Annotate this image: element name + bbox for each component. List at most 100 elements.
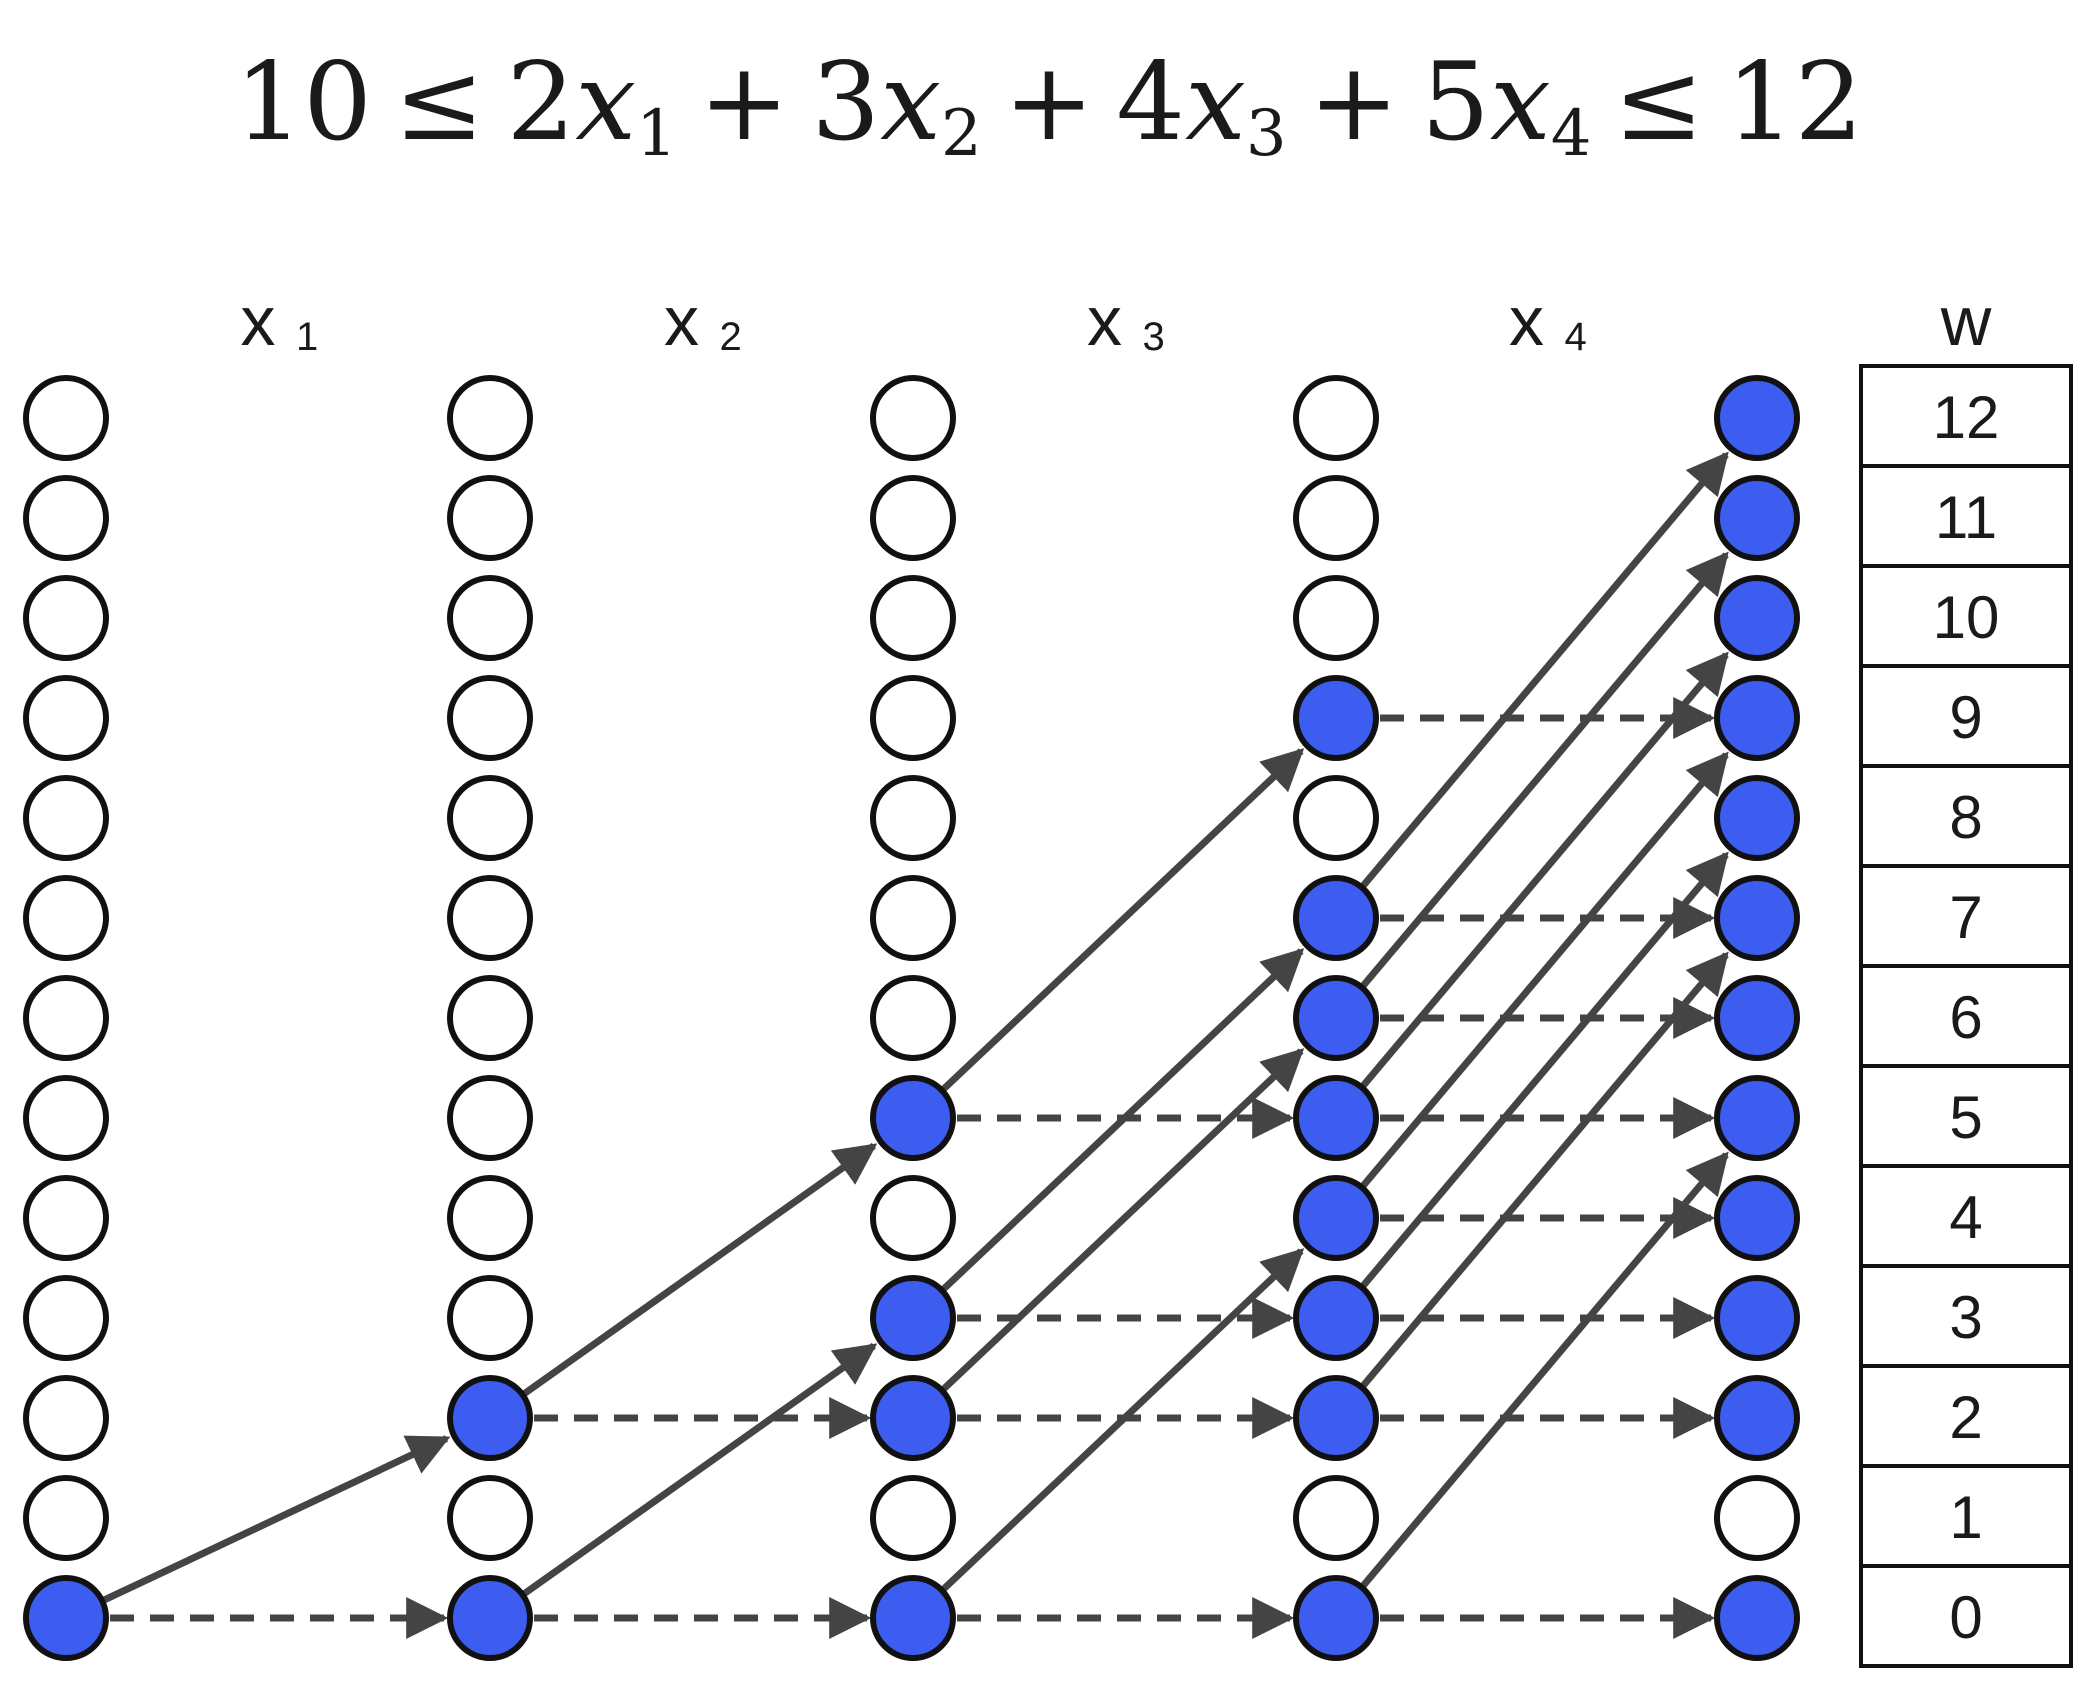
node-active: [1714, 775, 1800, 861]
node-active: [1293, 1175, 1379, 1261]
weight-table-cell: [1859, 364, 2073, 468]
node-inactive: [1293, 475, 1379, 561]
formula-plus-2: +: [1003, 40, 1095, 165]
node-active: [870, 1575, 956, 1661]
node-inactive: [23, 975, 109, 1061]
edge-take: [1360, 751, 1729, 1189]
edge-take: [1360, 951, 1729, 1389]
constraint-formula: 10 ≤2x1 +3x2 +4x3 +5x4 ≤12: [0, 28, 2098, 209]
node-active: [447, 1575, 533, 1661]
node-inactive: [1293, 575, 1379, 661]
node-active: [1714, 975, 1800, 1061]
node-inactive: [447, 675, 533, 761]
nodes-layer: [23, 375, 1800, 1661]
weight-table-value: 4: [1949, 1184, 1982, 1251]
weight-table-cell: [1859, 1164, 2073, 1268]
formula-term-2: 3x2: [811, 40, 982, 171]
edge-take: [941, 748, 1305, 1092]
node-inactive: [870, 775, 956, 861]
node-inactive: [447, 975, 533, 1061]
node-active: [1293, 975, 1379, 1061]
weight-table-value: 7: [1949, 884, 1982, 951]
formula-plus-3: +: [1308, 40, 1400, 165]
node-inactive: [447, 475, 533, 561]
weight-table-cell: [1859, 464, 2073, 568]
node-inactive: [23, 1175, 109, 1261]
node-inactive: [1293, 775, 1379, 861]
node-active: [1714, 575, 1800, 661]
node-active: [1293, 875, 1379, 961]
node-inactive: [23, 475, 109, 561]
column-label-x2: x: [664, 282, 699, 360]
weight-table-cell: [1859, 864, 2073, 968]
edge-take: [1360, 551, 1729, 989]
weight-table-value: 10: [1933, 584, 2000, 651]
weight-table-value: 2: [1949, 1384, 1982, 1451]
column-label-sub: 3: [1143, 315, 1165, 359]
edge-take: [522, 1142, 878, 1397]
node-inactive: [870, 875, 956, 961]
node-active: [1293, 1275, 1379, 1361]
weight-table-value: 0: [1949, 1584, 1982, 1651]
column-label-x1: x: [241, 282, 276, 360]
formula-term-1: 2x1: [506, 40, 677, 171]
node-active: [1714, 1575, 1800, 1661]
node-inactive: [23, 1475, 109, 1561]
edge-take: [1360, 651, 1729, 1089]
edge-take: [1360, 1151, 1729, 1589]
node-inactive: [870, 975, 956, 1061]
node-inactive: [447, 1075, 533, 1161]
weight-table-value: 1: [1949, 1484, 1982, 1551]
weight-table-value: 11: [1935, 484, 1997, 551]
column-label-sub: 2: [720, 315, 742, 359]
node-active: [447, 1375, 533, 1461]
node-inactive: [447, 775, 533, 861]
node-inactive: [870, 575, 956, 661]
node-active: [1714, 875, 1800, 961]
node-active: [23, 1575, 109, 1661]
node-inactive: [1293, 375, 1379, 461]
formula-plus-1: +: [698, 40, 790, 165]
node-active: [870, 1275, 956, 1361]
node-inactive: [870, 1175, 956, 1261]
weight-table-value: 8: [1949, 784, 1982, 851]
weight-table-value: 3: [1949, 1284, 1982, 1351]
node-inactive: [870, 1475, 956, 1561]
node-inactive: [23, 875, 109, 961]
column-label-x4: x: [1509, 282, 1544, 360]
formula-lower-bound: 10: [234, 40, 373, 165]
node-inactive: [23, 1275, 109, 1361]
node-inactive: [447, 575, 533, 661]
node-inactive: [870, 675, 956, 761]
weight-table-cell: [1859, 764, 2073, 868]
node-active: [870, 1075, 956, 1161]
edge-take: [1360, 451, 1729, 889]
node-active: [1293, 675, 1379, 761]
column-label-x3: x: [1087, 282, 1122, 360]
edges-layer: [102, 451, 1729, 1639]
column-label-sub: 1: [296, 315, 318, 359]
weight-table-cell: [1859, 1464, 2073, 1568]
edge-take: [1360, 851, 1729, 1289]
node-active: [1714, 475, 1800, 561]
node-inactive: [447, 1275, 533, 1361]
weight-table-value: 6: [1949, 984, 1982, 1051]
node-inactive: [23, 1375, 109, 1461]
node-inactive: [870, 375, 956, 461]
node-inactive: [1293, 1475, 1379, 1561]
formula-term-3: 4x3: [1116, 40, 1287, 171]
node-inactive: [23, 1075, 109, 1161]
node-active: [1293, 1075, 1379, 1161]
weight-table-value: 9: [1949, 684, 1982, 751]
weight-table-header: w: [1940, 282, 1992, 360]
weight-table-cell: [1859, 1064, 2073, 1168]
node-inactive: [447, 375, 533, 461]
node-inactive: [447, 1175, 533, 1261]
node-active: [870, 1375, 956, 1461]
edge-take: [102, 1435, 451, 1604]
node-inactive: [447, 1475, 533, 1561]
node-active: [1714, 1075, 1800, 1161]
